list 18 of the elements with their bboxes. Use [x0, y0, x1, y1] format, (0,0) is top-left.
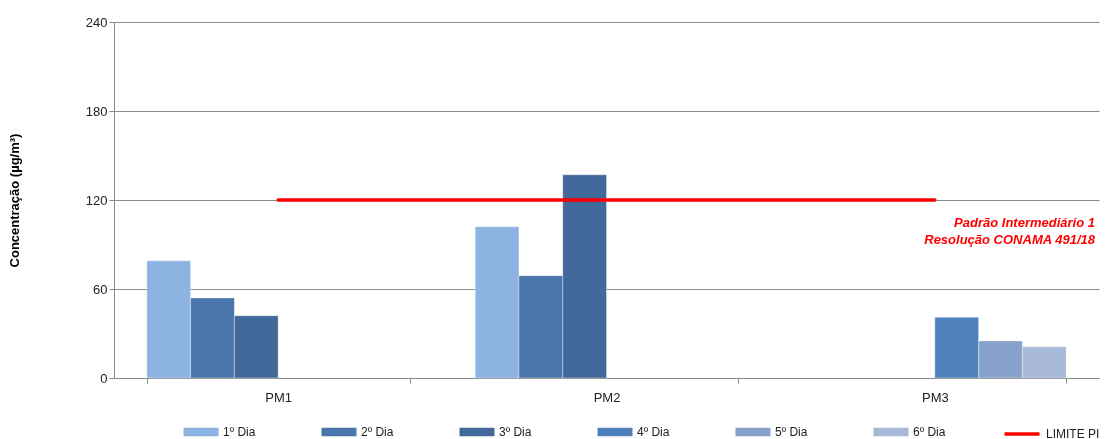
- legend-label: 4º Dia: [637, 425, 670, 439]
- y-tick-label: 60: [93, 281, 108, 297]
- y-tick-label: 0: [100, 370, 108, 386]
- annotation: Resolução CONAMA 491/18: [924, 232, 1096, 248]
- y-tick-label: 180: [85, 103, 108, 119]
- annotation: Padrão Intermediário 1: [954, 215, 1095, 231]
- x-tick-label: PM3: [921, 389, 949, 405]
- y-tick-label: 120: [85, 192, 108, 208]
- y-axis-title: Concentração (µg/m³): [6, 133, 22, 268]
- y-tick-label: 240: [85, 14, 108, 30]
- legend-label: 6º Dia: [913, 425, 946, 439]
- legend-label: LIMITE PI: [1046, 427, 1100, 439]
- legend-label: 5º Dia: [775, 425, 808, 439]
- legend-label: 3º Dia: [499, 425, 532, 439]
- legend-label: 2º Dia: [361, 425, 394, 439]
- x-tick-label: PM2: [593, 389, 621, 405]
- x-tick-label: PM1: [265, 389, 293, 405]
- legend-label: 1º Dia: [223, 425, 256, 439]
